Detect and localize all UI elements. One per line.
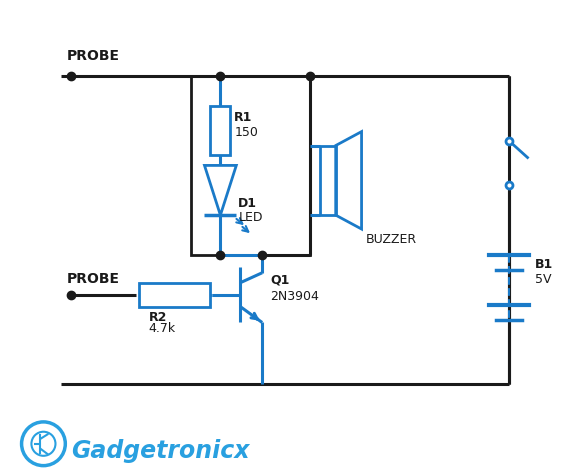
Bar [139, 283, 210, 307]
Text: D1: D1 [238, 197, 257, 210]
Text: R2: R2 [149, 311, 167, 324]
Text: PROBE: PROBE [66, 272, 119, 286]
Text: R1: R1 [235, 111, 252, 124]
Bar [320, 145, 336, 215]
Bar [190, 76, 310, 255]
Text: 5V: 5V [535, 273, 551, 286]
Text: 2N3904: 2N3904 [270, 290, 319, 303]
Text: BUZZER: BUZZER [366, 233, 417, 246]
Text: LED: LED [238, 211, 263, 224]
Text: Q1: Q1 [270, 273, 289, 286]
Text: B1: B1 [535, 258, 553, 271]
Text: PROBE: PROBE [66, 49, 119, 63]
Text: 150: 150 [235, 126, 258, 139]
Text: Gadgetronicx: Gadgetronicx [71, 439, 250, 463]
Bar [210, 106, 231, 155]
Text: 4.7k: 4.7k [149, 322, 176, 336]
